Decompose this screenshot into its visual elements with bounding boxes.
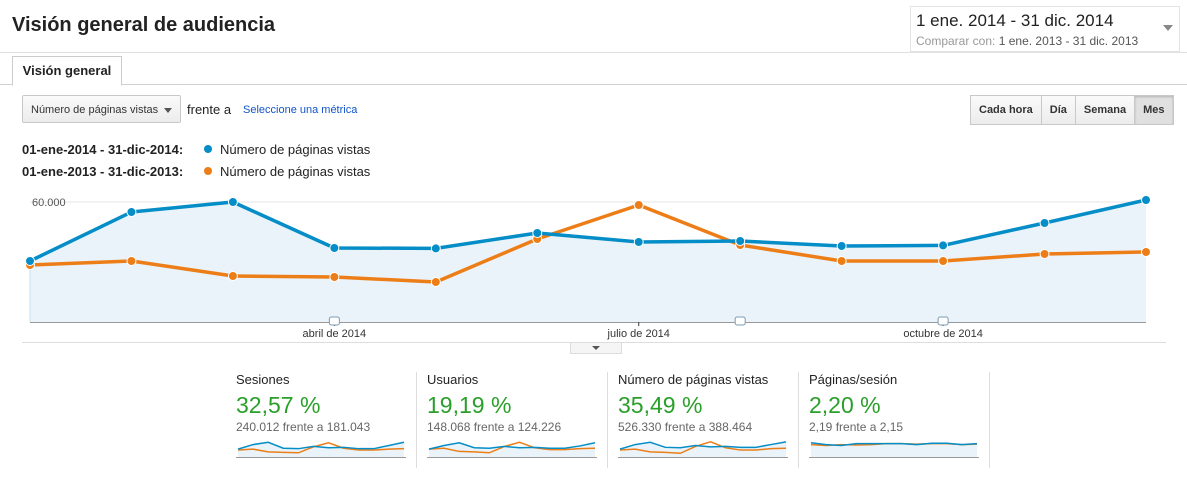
scorecard-pageviews[interactable]: Número de páginas vistas 35,49 % 526.330…	[618, 372, 799, 468]
data-point	[25, 256, 35, 266]
scorecard-change: 19,19 %	[427, 392, 512, 418]
x-tick-label: abril de 2014	[303, 328, 367, 340]
chart-collapse-toggle[interactable]	[570, 343, 622, 354]
legend-metric: Número de páginas vistas	[220, 164, 371, 179]
data-point	[938, 256, 949, 266]
scorecard-change: 32,57 %	[236, 392, 321, 418]
scorecard-sessions[interactable]: Sesiones 32,57 % 240.012 frente a 181.04…	[236, 372, 417, 468]
granularity-month-button[interactable]: Mes	[1134, 95, 1174, 125]
data-point	[735, 236, 746, 246]
series-line-current	[29, 198, 1147, 263]
granularity-day-button[interactable]: Día	[1040, 95, 1076, 125]
sparkline	[809, 441, 979, 458]
granularity-week-button[interactable]: Semana	[1074, 95, 1136, 125]
sparkline	[236, 441, 406, 458]
chevron-down-icon	[164, 108, 172, 113]
sparkline-area	[238, 442, 404, 458]
legend-row-current: 01-ene-2014 - 31-dic-2014: Número de pági…	[22, 142, 370, 157]
metric-select[interactable]: Número de páginas vistas	[22, 95, 181, 123]
sparkline-previous	[428, 441, 596, 454]
sparkline-current	[619, 441, 787, 450]
tab-overview[interactable]: Visión general	[12, 56, 122, 86]
scorecard-pages-per-session[interactable]: Páginas/sesión 2,20 % 2,19 frente a 2,15	[809, 372, 990, 468]
date-range-picker[interactable]: 1 ene. 2014 - 31 dic. 2014 Comparar con:…	[910, 6, 1180, 52]
sparkline-current	[810, 441, 978, 447]
scorecard-change: 2,20 %	[809, 392, 881, 418]
data-point	[633, 200, 644, 210]
data-point	[430, 277, 441, 287]
data-point	[836, 241, 847, 251]
annotation-icon[interactable]	[328, 316, 340, 326]
scorecard-label: Número de páginas vistas	[618, 372, 769, 387]
data-point	[1141, 247, 1151, 257]
annotation-icon[interactable]	[937, 316, 949, 326]
data-point	[227, 197, 238, 207]
legend-dot	[204, 145, 212, 153]
granularity-hour-button[interactable]: Cada hora	[970, 95, 1042, 125]
x-tick-label: octubre de 2014	[903, 328, 983, 340]
compare-range: Comparar con: 1 ene. 2013 - 31 dic. 2013	[916, 34, 1138, 48]
sparkline	[427, 441, 597, 458]
data-point	[329, 272, 340, 282]
scorecard-users[interactable]: Usuarios 19,19 % 148.068 frente a 124.22…	[427, 372, 608, 468]
y-tick-label: 60.000	[32, 197, 66, 209]
data-point	[329, 243, 340, 253]
data-point	[126, 207, 137, 217]
chevron-down-icon	[592, 346, 600, 350]
compare-label: Comparar con:	[916, 34, 996, 48]
tab-bar-divider	[0, 84, 1187, 85]
data-point	[227, 271, 238, 281]
data-point	[633, 237, 644, 247]
sparkline-previous	[619, 441, 787, 455]
data-point	[836, 256, 847, 266]
compare-range-value: 1 ene. 2013 - 31 dic. 2013	[998, 34, 1139, 48]
scorecard-detail: 240.012 frente a 181.043	[236, 420, 371, 434]
legend-range: 01-ene-2013 - 31-dic-2013:	[22, 164, 184, 179]
sparkline-area	[811, 442, 977, 458]
date-range-value: 1 ene. 2014 - 31 dic. 2014	[916, 11, 1114, 30]
legend-metric: Número de páginas vistas	[220, 142, 371, 157]
scorecard-label: Páginas/sesión	[809, 372, 898, 387]
data-point	[1141, 195, 1151, 205]
select-metric-link[interactable]: Seleccione una métrica	[243, 104, 358, 116]
data-point	[430, 243, 441, 254]
sparkline	[618, 441, 788, 458]
granularity-buttons: Cada hora Día Semana Mes	[970, 95, 1174, 125]
sparkline-current	[428, 441, 596, 450]
x-tick-label: julio de 2014	[607, 328, 670, 340]
sparkline-current	[237, 441, 405, 450]
chevron-down-icon[interactable]	[1163, 25, 1173, 31]
series-line-previous	[29, 203, 1147, 284]
chart-divider	[22, 342, 1166, 343]
scorecard-detail: 526.330 frente a 388.464	[618, 420, 753, 434]
data-point	[938, 240, 949, 251]
sparkline-previous	[237, 441, 405, 454]
scorecard-label: Usuarios	[427, 372, 479, 387]
data-point	[532, 228, 543, 238]
scorecard-detail: 148.068 frente a 124.226	[427, 420, 562, 434]
data-point	[126, 256, 137, 266]
sparkline-area	[620, 441, 786, 458]
area-fill	[30, 200, 1146, 322]
data-point	[1039, 249, 1050, 259]
scorecard-detail: 2,19 frente a 2,15	[809, 420, 904, 434]
metric-select-value: Número de páginas vistas	[31, 104, 159, 116]
page-header: Visión general de audiencia 1 ene. 2014 …	[0, 0, 1187, 53]
scorecard-label: Sesiones	[236, 372, 290, 387]
page-title: Visión general de audiencia	[12, 14, 276, 36]
data-point	[1039, 218, 1050, 228]
versus-label: frente a	[187, 102, 232, 117]
scorecard-change: 35,49 %	[618, 392, 703, 418]
annotation-icon[interactable]	[734, 316, 746, 326]
legend-dot	[204, 167, 212, 175]
legend-range: 01-ene-2014 - 31-dic-2014:	[22, 142, 184, 157]
legend-row-previous: 01-ene-2013 - 31-dic-2013: Número de pági…	[22, 164, 370, 179]
